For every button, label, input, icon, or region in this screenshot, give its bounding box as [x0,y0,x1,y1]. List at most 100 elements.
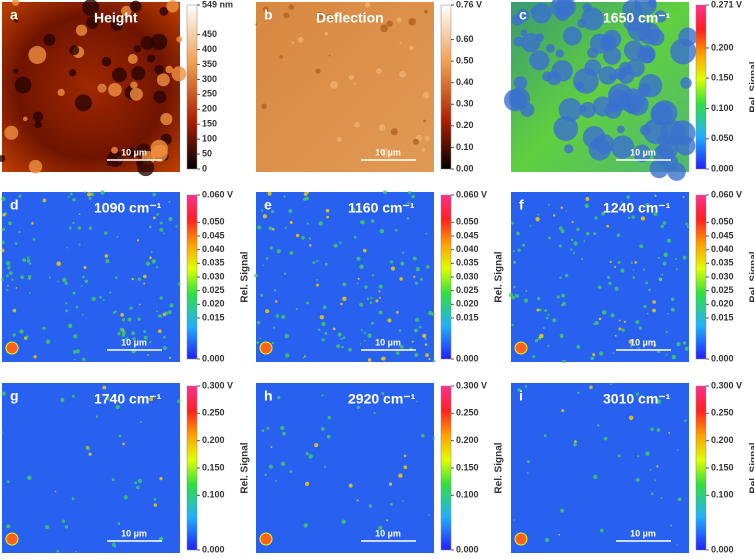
texture [638,326,643,330]
texture [424,337,427,341]
tick-label: 0.015 [202,312,225,322]
texture [12,333,16,337]
texture [88,196,92,200]
texture [513,285,516,289]
texture [281,314,286,319]
texture [261,429,265,433]
texture [658,278,662,282]
texture [60,397,65,403]
texture [272,326,276,329]
texture [163,335,166,339]
texture [366,297,370,301]
texture [348,483,353,488]
texture [377,525,383,531]
texture [411,194,416,199]
texture [573,68,599,94]
texture [104,254,109,258]
image-map [256,383,434,553]
texture [5,532,19,546]
texture [260,293,264,297]
tick-label: 0.045 [456,230,479,240]
texture [147,353,149,356]
texture [168,200,171,204]
texture [332,327,336,331]
texture [402,500,404,502]
texture [11,0,20,6]
texture [155,266,159,269]
texture [7,284,9,287]
texture [402,251,405,254]
panel-title: 2920 cm⁻¹ [348,391,416,407]
texture [348,74,355,81]
texture [634,261,638,264]
texture [632,268,635,271]
texture [359,342,362,345]
tick-label: 50 [202,148,212,158]
tick-label: 0.040 [202,244,225,254]
texture [555,49,565,58]
texture [341,345,344,349]
texture [86,192,92,197]
texture [117,332,121,336]
texture [289,470,293,473]
tick-label: 0.060 V [711,189,742,199]
texture [517,388,521,392]
tick-label: 0.000 [456,353,479,363]
texture [314,442,319,448]
texture [375,68,382,75]
texture [159,6,169,16]
texture [274,289,277,292]
texture [601,211,605,216]
texture [422,91,430,99]
texture [562,26,582,46]
texture [32,111,44,122]
texture [685,222,688,226]
texture [111,146,118,154]
texture [29,292,31,294]
texture [323,305,327,309]
texture [78,213,81,215]
texture [422,333,427,339]
texture [655,207,657,210]
texture [91,296,96,302]
texture [521,33,541,53]
texture [560,508,565,513]
texture [660,224,664,229]
colorbar [186,194,198,360]
texture [117,522,121,526]
tick-label: 0.050 [711,217,734,227]
texture [341,519,346,525]
texture [6,480,10,484]
texture [680,77,692,89]
tick-label: 450 [202,29,217,39]
texture [73,334,78,339]
texture [165,65,174,74]
tick-label: 0.035 [456,258,479,268]
tick-label: 100 [202,134,217,144]
texture [56,261,62,266]
texture [13,68,19,74]
tick-label: 250 [202,89,217,99]
axis-label: Rel. Signal [240,251,251,302]
texture [364,285,368,289]
texture [400,261,405,266]
texture [28,46,47,64]
texture [330,80,338,89]
texture [512,249,515,252]
texture [143,274,147,279]
tick-label: 0.030 [456,271,479,281]
tick-label: 0.30 [456,99,474,109]
texture [283,272,287,275]
texture [576,344,581,349]
texture [138,303,141,306]
texture [67,323,73,329]
texture [538,308,542,312]
tick-label: 0.300 V [202,380,233,390]
texture [64,525,69,529]
texture [610,313,615,318]
texture [426,265,430,269]
texture [514,293,519,298]
texture [382,190,387,195]
tick-label: 0.045 [202,230,225,240]
texture [654,10,667,23]
